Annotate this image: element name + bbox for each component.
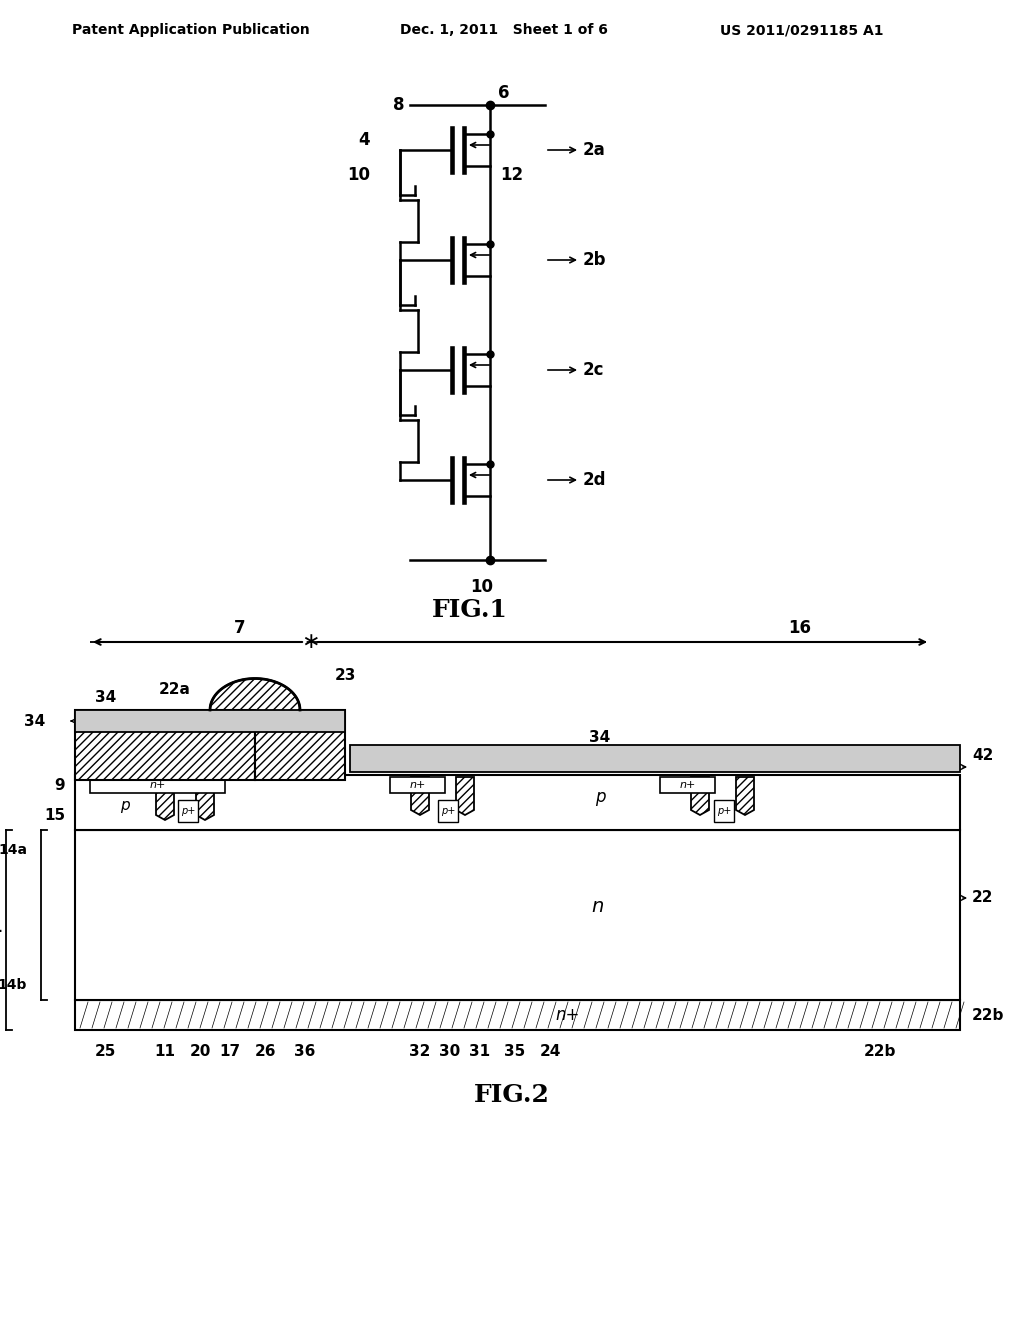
- Text: $\ast$: $\ast$: [301, 632, 318, 652]
- Polygon shape: [456, 777, 474, 814]
- Text: 23: 23: [335, 668, 356, 682]
- Text: n+: n+: [150, 780, 166, 789]
- Bar: [178, 800, 198, 822]
- Text: 35: 35: [505, 1044, 525, 1060]
- Text: 34: 34: [95, 690, 117, 705]
- Polygon shape: [196, 777, 214, 820]
- Polygon shape: [411, 777, 429, 814]
- Text: 34: 34: [590, 730, 610, 744]
- Text: 14a: 14a: [0, 843, 27, 857]
- Bar: [75, 775, 961, 830]
- Text: 22a: 22a: [159, 682, 190, 697]
- Text: Dec. 1, 2011   Sheet 1 of 6: Dec. 1, 2011 Sheet 1 of 6: [400, 22, 608, 37]
- Text: 24: 24: [540, 1044, 561, 1060]
- Text: n+: n+: [679, 780, 695, 789]
- Text: 16: 16: [788, 619, 811, 638]
- Text: p: p: [120, 797, 130, 813]
- Text: 10: 10: [347, 166, 370, 183]
- Bar: [75, 830, 961, 1001]
- Bar: [438, 800, 458, 822]
- Text: FIG.1: FIG.1: [432, 598, 508, 622]
- Text: US 2011/0291185 A1: US 2011/0291185 A1: [720, 22, 884, 37]
- Text: 8: 8: [393, 96, 406, 114]
- Text: Patent Application Publication: Patent Application Publication: [72, 22, 309, 37]
- Text: n: n: [591, 898, 604, 916]
- Polygon shape: [210, 678, 345, 780]
- Text: 4: 4: [358, 131, 370, 149]
- Text: 10: 10: [470, 578, 494, 597]
- Bar: [75, 1001, 961, 1030]
- Text: 15: 15: [44, 808, 65, 822]
- Text: 2d: 2d: [583, 471, 606, 488]
- Polygon shape: [691, 777, 709, 814]
- Text: 20: 20: [189, 1044, 211, 1060]
- Text: 14b: 14b: [0, 978, 27, 993]
- Polygon shape: [736, 777, 754, 814]
- Text: p+: p+: [440, 807, 456, 816]
- Text: n+: n+: [555, 1006, 580, 1024]
- Text: 25: 25: [94, 1044, 116, 1060]
- Bar: [75, 710, 345, 733]
- Text: 11: 11: [155, 1044, 175, 1060]
- Polygon shape: [75, 710, 255, 780]
- Text: p+: p+: [181, 807, 196, 816]
- Text: 2a: 2a: [583, 141, 606, 158]
- Text: 22: 22: [972, 891, 993, 906]
- Text: 9: 9: [54, 777, 65, 792]
- Text: 7: 7: [234, 619, 246, 638]
- Text: 22b: 22b: [864, 1044, 896, 1060]
- Text: 2c: 2c: [583, 360, 604, 379]
- Text: 42: 42: [972, 748, 993, 763]
- Text: p+: p+: [717, 807, 731, 816]
- Text: n+: n+: [410, 780, 426, 789]
- Text: 2b: 2b: [583, 251, 606, 269]
- Text: p: p: [595, 788, 605, 807]
- Text: 34: 34: [24, 714, 45, 729]
- Bar: [350, 744, 961, 772]
- Text: 36: 36: [294, 1044, 315, 1060]
- Bar: [390, 777, 445, 793]
- Bar: [714, 800, 734, 822]
- Bar: [660, 777, 715, 793]
- Text: 22b: 22b: [972, 1007, 1005, 1023]
- Text: 31: 31: [469, 1044, 490, 1060]
- Text: 14: 14: [0, 923, 2, 937]
- Text: 26: 26: [254, 1044, 275, 1060]
- Text: 17: 17: [219, 1044, 241, 1060]
- Bar: [90, 777, 225, 793]
- Text: FIG.2: FIG.2: [474, 1082, 550, 1107]
- Text: 30: 30: [439, 1044, 461, 1060]
- Text: 12: 12: [500, 166, 523, 183]
- Text: 6: 6: [498, 84, 510, 102]
- Polygon shape: [156, 777, 174, 820]
- Text: 32: 32: [410, 1044, 431, 1060]
